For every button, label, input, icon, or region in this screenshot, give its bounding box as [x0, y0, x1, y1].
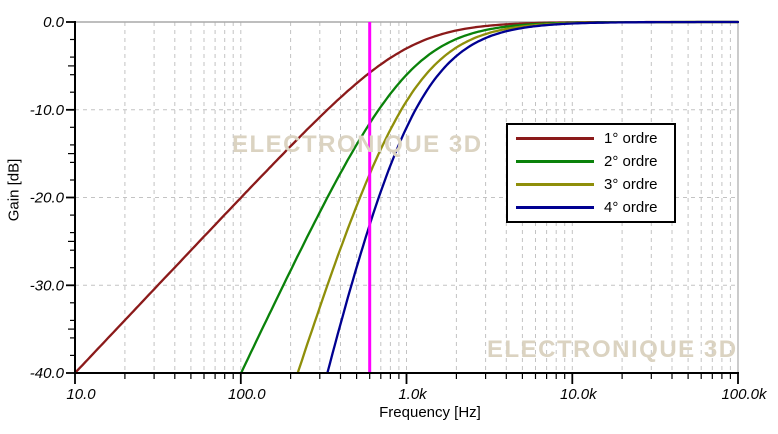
legend-item-ordre-2: 2° ordre	[508, 150, 674, 173]
legend-line-sample	[516, 183, 594, 186]
legend-item-label: 3° ordre	[604, 176, 658, 193]
svg-text:-30.0: -30.0	[30, 277, 65, 294]
svg-text:-40.0: -40.0	[30, 365, 65, 382]
filter-curves	[74, 20, 739, 374]
svg-text:-10.0: -10.0	[30, 102, 65, 119]
x-tick-labels: 10.0 100.0 1.0k 10.0k 100.0k	[66, 386, 768, 403]
legend-item-label: 4° ordre	[604, 199, 658, 216]
svg-text:10.0k: 10.0k	[560, 386, 598, 403]
svg-text:100.0k: 100.0k	[721, 386, 768, 403]
y-axis-title: Gain [dB]	[5, 158, 23, 222]
x-grid	[124, 22, 731, 373]
svg-text:1.0k: 1.0k	[398, 386, 428, 403]
curve-ordre-4	[325, 20, 739, 374]
legend-item-ordre-1: 1° ordre	[508, 127, 674, 150]
y-tick-labels: 0.0 -10.0 -20.0 -30.0 -40.0	[30, 14, 65, 382]
legend-item-label: 2° ordre	[604, 153, 658, 170]
legend-item-label: 1° ordre	[604, 130, 658, 147]
legend-line-sample	[516, 206, 594, 209]
svg-text:-20.0: -20.0	[30, 190, 65, 207]
legend-line-sample	[516, 160, 594, 163]
legend-box: 1° ordre 2° ordre 3° ordre 4° ordre	[506, 123, 676, 223]
x-axis-title: Frequency [Hz]	[379, 404, 481, 421]
axes	[66, 21, 739, 384]
legend-item-ordre-3: 3° ordre	[508, 173, 674, 196]
svg-text:10.0: 10.0	[66, 386, 96, 403]
svg-text:100.0: 100.0	[228, 386, 266, 403]
legend-line-sample	[516, 137, 594, 140]
svg-text:0.0: 0.0	[43, 14, 65, 31]
legend-item-ordre-4: 4° ordre	[508, 196, 674, 219]
